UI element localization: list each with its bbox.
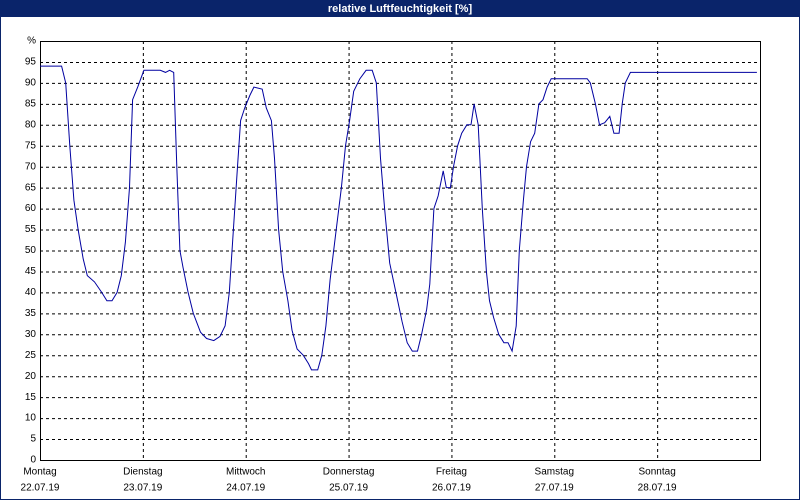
- y-tick-label: 55: [25, 224, 37, 235]
- x-tick-label: Freitag: [436, 467, 467, 478]
- y-tick-label: 60: [25, 203, 37, 214]
- x-tick-date: 27.07.19: [535, 483, 574, 494]
- x-tick-date: 24.07.19: [226, 483, 265, 494]
- x-tick-date: 22.07.19: [21, 483, 60, 494]
- x-tick-label: Sonntag: [639, 467, 676, 478]
- y-tick-label: 50: [25, 245, 37, 256]
- y-tick-label: 10: [25, 413, 37, 424]
- y-tick-label: %: [27, 36, 36, 47]
- x-tick-label: Donnerstag: [323, 467, 375, 478]
- y-tick-label: 75: [25, 140, 37, 151]
- y-tick-label: 85: [25, 98, 37, 109]
- x-tick-date: 26.07.19: [432, 483, 471, 494]
- y-tick-label: 80: [25, 119, 37, 130]
- y-tick-label: 25: [25, 350, 37, 361]
- y-tick-label: 5: [30, 434, 36, 445]
- y-tick-label: 40: [25, 287, 37, 298]
- x-tick-date: 28.07.19: [638, 483, 677, 494]
- x-tick-label: Montag: [23, 467, 56, 478]
- y-tick-label: 30: [25, 329, 37, 340]
- x-tick-label: Dienstag: [123, 467, 162, 478]
- y-tick-label: 90: [25, 78, 37, 89]
- y-tick-label: 65: [25, 182, 37, 193]
- x-tick-label: Mittwoch: [226, 467, 265, 478]
- x-tick-label: Samstag: [535, 467, 574, 478]
- x-tick-date: 25.07.19: [329, 483, 368, 494]
- y-tick-label: 35: [25, 308, 37, 319]
- x-tick-date: 23.07.19: [123, 483, 162, 494]
- humidity-line: [40, 65, 757, 371]
- y-tick-label: 20: [25, 371, 37, 382]
- y-tick-label: 70: [25, 161, 37, 172]
- title-bar: [0, 0, 800, 17]
- y-tick-label: 0: [30, 455, 36, 466]
- chart-title: relative Luftfeuchtigkeit [%]: [328, 3, 473, 15]
- y-tick-label: 15: [25, 392, 37, 403]
- plot-frame: [40, 41, 761, 461]
- y-tick-label: 95: [25, 57, 37, 68]
- y-tick-label: 45: [25, 266, 37, 277]
